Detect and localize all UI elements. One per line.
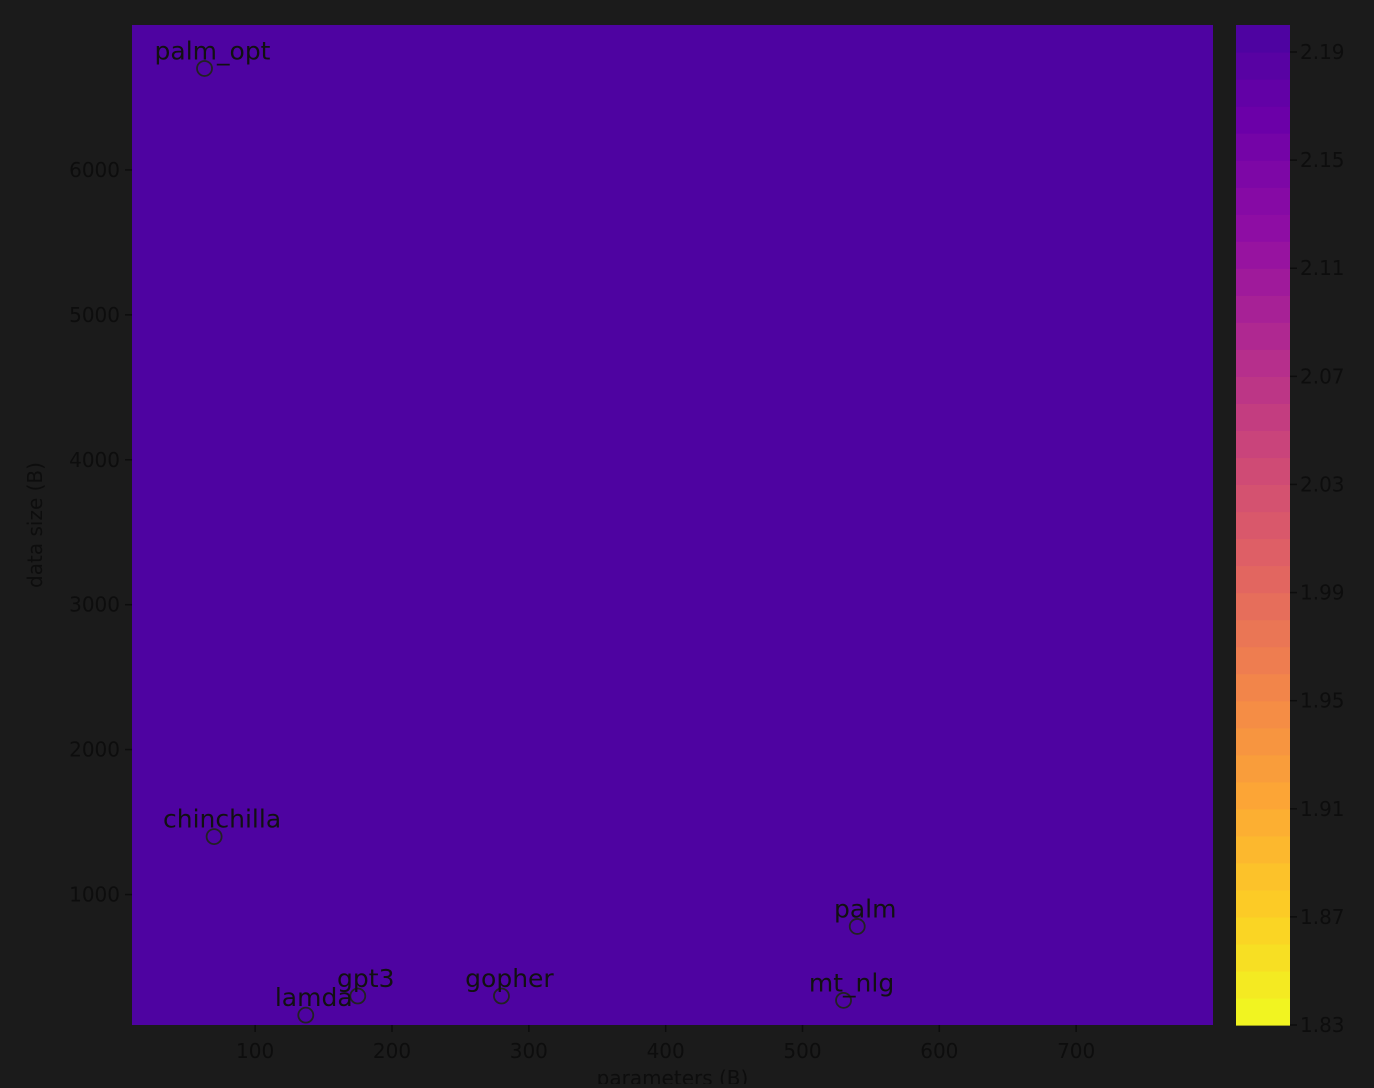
colorbar-band <box>1236 52 1290 80</box>
colorbar-band <box>1236 539 1290 567</box>
colorbar-band <box>1236 133 1290 161</box>
colorbar-tick-label: 1.83 <box>1300 1013 1345 1037</box>
y-tick-label: 4000 <box>69 448 120 472</box>
x-tick-label: 400 <box>647 1039 685 1063</box>
point-label-lamda: lamda <box>275 983 353 1012</box>
point-label-mt-nlg: mt_nlg <box>809 968 894 997</box>
x-axis-label: parameters (B) <box>597 1066 749 1084</box>
x-tick-label: 600 <box>920 1039 958 1063</box>
colorbar-tick-label: 1.99 <box>1300 581 1345 605</box>
colorbar-band <box>1236 971 1290 999</box>
point-label-palm-opt: palm_opt <box>155 36 271 65</box>
colorbar-tick-label: 2.03 <box>1300 472 1345 496</box>
contour-fill <box>132 25 1213 1025</box>
colorbar-band <box>1236 755 1290 783</box>
colorbar-band <box>1236 457 1290 485</box>
y-tick-label: 5000 <box>69 303 120 327</box>
colorbar-band <box>1236 295 1290 323</box>
colorbar-band <box>1236 836 1290 864</box>
colorbar-band <box>1236 782 1290 810</box>
colorbar-band <box>1236 647 1290 675</box>
y-tick-label: 6000 <box>69 158 120 182</box>
colorbar-band <box>1236 809 1290 837</box>
colorbar-tick-label: 2.15 <box>1300 148 1345 172</box>
y-tick-label: 3000 <box>69 593 120 617</box>
colorbar-band <box>1236 403 1290 431</box>
colorbar-tick-label: 1.91 <box>1300 797 1345 821</box>
colorbar-band <box>1236 917 1290 945</box>
colorbar-band <box>1236 322 1290 350</box>
colorbar-band <box>1236 890 1290 918</box>
colorbar-band <box>1236 25 1290 53</box>
x-tick-label: 300 <box>510 1039 548 1063</box>
colorbar-tick-label: 1.95 <box>1300 689 1345 713</box>
y-tick-label: 1000 <box>69 883 120 907</box>
colorbar-band <box>1236 79 1290 107</box>
colorbar-band <box>1236 187 1290 215</box>
colorbar-band <box>1236 106 1290 134</box>
colorbar-tick-label: 2.07 <box>1300 364 1345 388</box>
y-axis-label: data size (B) <box>23 462 47 588</box>
colorbar-band <box>1236 484 1290 512</box>
point-label-chinchilla: chinchilla <box>163 805 281 834</box>
point-label-gopher: gopher <box>465 964 554 993</box>
colorbar-band <box>1236 674 1290 702</box>
colorbar-tick-label: 1.87 <box>1300 905 1345 929</box>
colorbar-band <box>1236 376 1290 404</box>
colorbar-band <box>1236 620 1290 648</box>
colorbar-band <box>1236 863 1290 891</box>
colorbar-band <box>1236 511 1290 539</box>
x-tick-label: 200 <box>373 1039 411 1063</box>
colorbar-tick-label: 2.19 <box>1300 40 1345 64</box>
colorbar-tick-label: 2.11 <box>1300 256 1345 280</box>
x-tick-label: 500 <box>783 1039 821 1063</box>
colorbar-band <box>1236 241 1290 269</box>
colorbar-band <box>1236 593 1290 621</box>
colorbar-band <box>1236 160 1290 188</box>
colorbar-band <box>1236 214 1290 242</box>
x-tick-label: 100 <box>236 1039 274 1063</box>
colorbar-band <box>1236 944 1290 972</box>
colorbar-band <box>1236 998 1290 1026</box>
point-label-palm: palm <box>834 894 897 923</box>
x-tick-label: 700 <box>1057 1039 1095 1063</box>
colorbar-band <box>1236 701 1290 729</box>
colorbar-band <box>1236 728 1290 756</box>
colorbar-band <box>1236 268 1290 296</box>
colorbar-band <box>1236 349 1290 377</box>
colorbar-band <box>1236 566 1290 594</box>
colorbar-band <box>1236 430 1290 458</box>
y-tick-label: 2000 <box>69 738 120 762</box>
